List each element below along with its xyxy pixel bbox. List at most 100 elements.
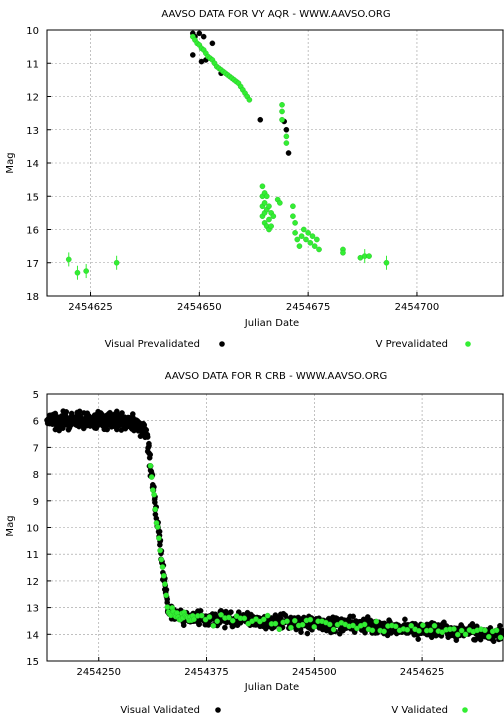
data-point xyxy=(276,626,283,633)
legend-label-v: V Prevalidated xyxy=(376,339,448,350)
data-point xyxy=(63,409,70,415)
data-point xyxy=(309,233,316,239)
data-point xyxy=(272,620,279,627)
data-point xyxy=(264,612,271,619)
data-point xyxy=(294,236,301,243)
data-point xyxy=(497,622,503,629)
data-point xyxy=(298,233,305,239)
data-point xyxy=(311,624,318,630)
plot-frame xyxy=(46,29,504,297)
data-point xyxy=(180,622,187,629)
y-tick-label: 17 xyxy=(26,259,39,270)
x-tick-label: 2454500 xyxy=(292,667,337,678)
data-point xyxy=(431,622,438,629)
data-point xyxy=(307,239,314,246)
y-tick-label: 5 xyxy=(33,390,39,401)
data-point xyxy=(263,193,270,200)
data-point xyxy=(162,581,168,587)
data-point xyxy=(190,52,196,58)
data-point xyxy=(210,622,217,629)
data-point xyxy=(279,116,285,123)
y-tick-label: 13 xyxy=(26,604,39,615)
data-point xyxy=(246,97,253,103)
data-point xyxy=(292,230,298,236)
x-tick-label: 2454625 xyxy=(400,667,445,678)
y-tick-label: 15 xyxy=(26,657,39,668)
data-point xyxy=(129,411,136,417)
legend-label-v: V Validated xyxy=(391,705,448,716)
chart-r-crb: AAVSO DATA FOR R CRB - WWW.AAVSO.ORG Mag… xyxy=(5,371,504,716)
y-tick-label: 10 xyxy=(26,524,39,535)
x-tick-label: 2454250 xyxy=(76,667,121,678)
series-v xyxy=(65,33,390,276)
data-point xyxy=(146,442,152,449)
x-axis-label: Julian Date xyxy=(244,682,299,693)
data-point xyxy=(197,608,204,614)
data-point xyxy=(369,627,376,634)
legend-marker-v xyxy=(462,707,468,713)
data-point xyxy=(209,40,216,47)
data-point xyxy=(354,625,360,632)
data-point xyxy=(415,636,422,642)
data-point xyxy=(493,627,500,634)
data-point xyxy=(299,621,306,628)
y-axis-label: Mag xyxy=(5,152,16,173)
data-point xyxy=(292,220,298,226)
grid-lines xyxy=(47,29,504,297)
data-point xyxy=(266,216,272,223)
y-tick-label: 14 xyxy=(26,630,39,641)
y-tick-label: 9 xyxy=(33,497,39,508)
data-point xyxy=(200,33,207,40)
data-point xyxy=(226,614,232,621)
y-tick-label: 7 xyxy=(33,443,39,454)
data-point xyxy=(147,463,154,469)
data-point xyxy=(119,410,125,416)
data-point xyxy=(158,556,165,563)
x-tick-label: 2454675 xyxy=(286,302,331,313)
chart-title: AAVSO DATA FOR R CRB - WWW.AAVSO.ORG xyxy=(165,371,388,382)
data-point xyxy=(497,634,504,641)
data-point xyxy=(283,140,290,146)
data-point xyxy=(191,616,197,623)
data-point xyxy=(198,612,205,619)
data-point xyxy=(268,223,274,229)
data-point xyxy=(366,253,372,259)
data-point xyxy=(427,627,434,634)
x-tick-label: 2454375 xyxy=(184,667,229,678)
chart-title: AAVSO DATA FOR VY AQR - WWW.AAVSO.ORG xyxy=(161,9,390,20)
data-point xyxy=(228,609,234,615)
y-tick-label: 18 xyxy=(26,292,39,303)
data-point xyxy=(408,622,415,629)
data-point xyxy=(307,616,314,623)
data-point xyxy=(156,535,162,541)
y-axis-label: Mag xyxy=(5,515,16,536)
data-point xyxy=(160,573,167,579)
data-point xyxy=(486,633,492,640)
legend-label-visual: Visual Prevalidated xyxy=(105,339,200,350)
data-point xyxy=(284,618,290,625)
data-point xyxy=(157,547,163,554)
data-point xyxy=(373,618,380,625)
chart-vy-aqr: AAVSO DATA FOR VY AQR - WWW.AAVSO.ORG Ma… xyxy=(5,9,504,350)
data-point xyxy=(290,203,296,210)
data-point xyxy=(311,243,318,249)
data-point xyxy=(144,434,151,440)
data-point xyxy=(279,102,285,108)
data-point xyxy=(350,613,356,620)
data-point xyxy=(482,627,488,634)
data-point xyxy=(261,200,268,206)
data-point xyxy=(198,58,205,65)
plot-frame xyxy=(46,393,504,662)
y-tick-label: 10 xyxy=(26,26,39,37)
data-point xyxy=(330,626,337,633)
data-point xyxy=(454,631,461,638)
y-tick-label: 14 xyxy=(26,159,39,170)
x-tick-label: 2454700 xyxy=(395,302,440,313)
data-point xyxy=(270,213,277,219)
x-tick-label: 2454625 xyxy=(68,302,113,313)
data-point xyxy=(259,183,266,190)
y-tick-label: 8 xyxy=(33,470,39,481)
data-point xyxy=(283,133,290,140)
data-point xyxy=(285,150,292,156)
